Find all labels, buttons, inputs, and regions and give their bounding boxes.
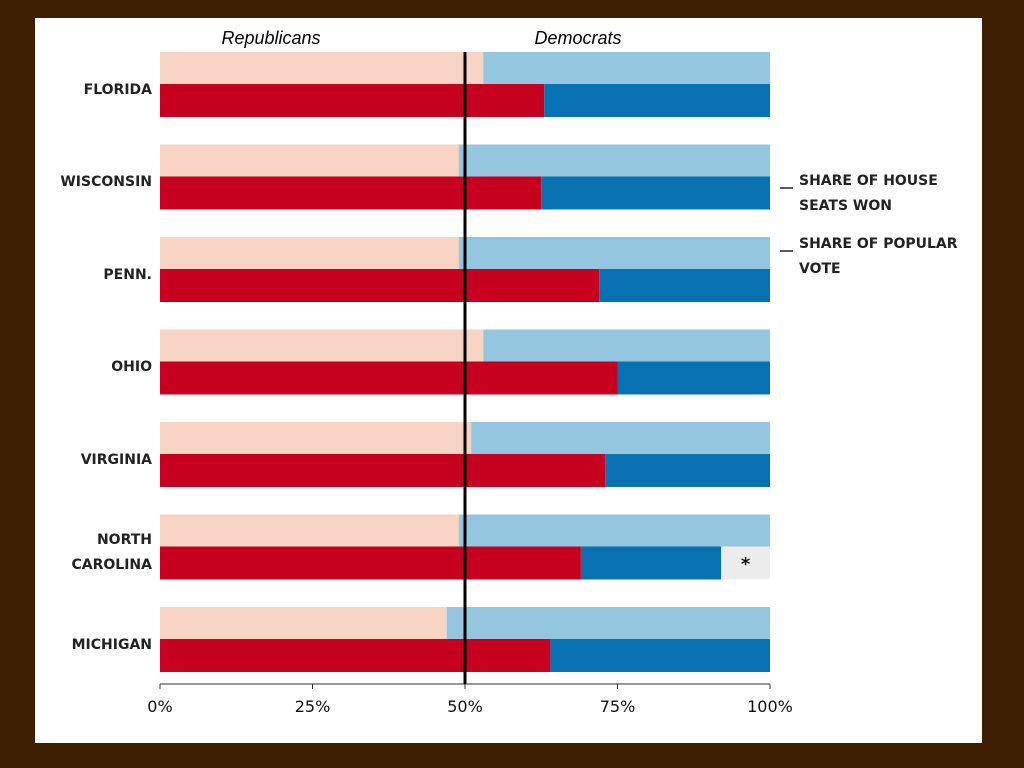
category-label: FLORIDA (83, 81, 152, 98)
bar-segment (160, 329, 484, 362)
bar-segment (605, 454, 770, 487)
legend-label: SHARE OF HOUSE SEATS WON (799, 173, 938, 214)
bar-segment (160, 176, 542, 210)
bar-segment (160, 639, 551, 672)
bar-segment (599, 269, 770, 302)
bar-segment (446, 607, 770, 639)
series-label: Republicans (221, 28, 321, 48)
category-label: MICHIGAN (71, 636, 152, 653)
bar-segment (580, 546, 722, 580)
bar-segment (541, 176, 770, 210)
category-label: VIRGINIA (80, 451, 152, 468)
bar-segment (160, 607, 447, 639)
bar-segment (721, 546, 770, 580)
bar-segment (617, 361, 770, 395)
bar-segment (544, 84, 770, 117)
legend-label: SHARE OF POPULAR VOTE (799, 236, 958, 277)
bar-segment (160, 454, 606, 487)
segment-label: * (741, 554, 751, 575)
bar-segment (458, 144, 770, 177)
bar-segment (160, 144, 459, 177)
bar-segment (458, 237, 770, 269)
bar-segment (160, 546, 581, 580)
bar-segment (483, 52, 770, 84)
bar-segment (160, 422, 472, 454)
bar-segment (550, 639, 770, 672)
x-tick-label: 75% (599, 697, 636, 716)
bar-segment (160, 237, 459, 269)
bar-segment (458, 514, 770, 547)
bar-segment (160, 361, 618, 395)
bar-segment (471, 422, 770, 454)
bar-segment (160, 84, 545, 117)
x-tick-label: 0% (147, 697, 173, 716)
bar-segment (160, 514, 459, 547)
category-label: PENN. (103, 266, 152, 283)
category-label: NORTH CAROLINA (71, 531, 152, 573)
bar-segment (483, 329, 770, 362)
category-label: WISCONSIN (60, 174, 152, 190)
x-tick-label: 100% (747, 697, 793, 716)
bar-segment (160, 52, 484, 84)
x-tick-label: 25% (294, 697, 331, 716)
category-label: OHIO (111, 359, 152, 375)
bar-segment (160, 269, 600, 302)
series-label: Democrats (534, 28, 622, 48)
x-tick-label: 50% (447, 697, 483, 716)
